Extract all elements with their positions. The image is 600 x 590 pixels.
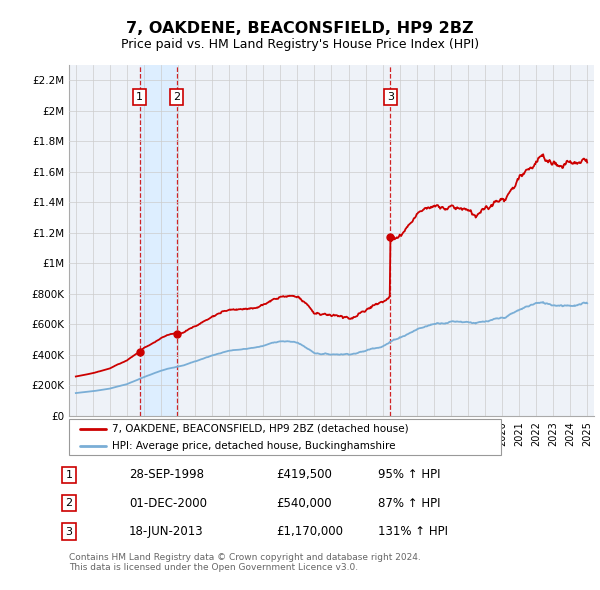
Text: Price paid vs. HM Land Registry's House Price Index (HPI): Price paid vs. HM Land Registry's House … <box>121 38 479 51</box>
HPI: Average price, detached house, Buckinghamshire: (2e+03, 3.42e+05): Average price, detached house, Buckingha… <box>184 360 191 367</box>
Line: HPI: Average price, detached house, Buckinghamshire: HPI: Average price, detached house, Buck… <box>76 302 587 393</box>
HPI: Average price, detached house, Buckinghamshire: (2.02e+03, 5.89e+05): Average price, detached house, Buckingha… <box>424 323 431 330</box>
Text: 7, OAKDENE, BEACONSFIELD, HP9 2BZ (detached house): 7, OAKDENE, BEACONSFIELD, HP9 2BZ (detac… <box>112 424 409 434</box>
7, OAKDENE, BEACONSFIELD, HP9 2BZ (detached house) <box>206 314 214 322</box>
Text: 7, OAKDENE, BEACONSFIELD, HP9 2BZ: 7, OAKDENE, BEACONSFIELD, HP9 2BZ <box>126 21 474 35</box>
FancyBboxPatch shape <box>69 419 501 455</box>
Text: 28-SEP-1998: 28-SEP-1998 <box>129 468 204 481</box>
7, OAKDENE, BEACONSFIELD, HP9 2BZ (detached house) <box>373 301 380 308</box>
Text: 01-DEC-2000: 01-DEC-2000 <box>129 497 207 510</box>
7, OAKDENE, BEACONSFIELD, HP9 2BZ (detached house) <box>537 153 544 160</box>
HPI: Average price, detached house, Buckinghamshire: (2.01e+03, 4.45e+05): Average price, detached house, Buckingha… <box>373 345 380 352</box>
Bar <box>140 65 177 416</box>
Text: 2: 2 <box>65 499 73 508</box>
7, OAKDENE, BEACONSFIELD, HP9 2BZ (detached house) <box>72 373 79 380</box>
HPI: Average price, detached house, Buckinghamshire: (2.02e+03, 7.38e+05): Average price, detached house, Buckingha… <box>584 300 591 307</box>
Text: 131% ↑ HPI: 131% ↑ HPI <box>378 525 448 538</box>
Text: 3: 3 <box>387 92 394 102</box>
7, OAKDENE, BEACONSFIELD, HP9 2BZ (detached house) <box>539 150 547 158</box>
HPI: Average price, detached house, Buckinghamshire: (2.02e+03, 7.43e+05): Average price, detached house, Buckingha… <box>537 299 544 306</box>
Text: £419,500: £419,500 <box>276 468 332 481</box>
Text: 18-JUN-2013: 18-JUN-2013 <box>129 525 203 538</box>
Text: This data is licensed under the Open Government Licence v3.0.: This data is licensed under the Open Gov… <box>69 563 358 572</box>
HPI: Average price, detached house, Buckinghamshire: (2e+03, 1.5e+05): Average price, detached house, Buckingha… <box>72 389 79 396</box>
Text: 1: 1 <box>65 470 73 480</box>
Text: Contains HM Land Registry data © Crown copyright and database right 2024.: Contains HM Land Registry data © Crown c… <box>69 553 421 562</box>
Line: 7, OAKDENE, BEACONSFIELD, HP9 2BZ (detached house): 7, OAKDENE, BEACONSFIELD, HP9 2BZ (detac… <box>76 154 587 376</box>
Text: £540,000: £540,000 <box>276 497 332 510</box>
7, OAKDENE, BEACONSFIELD, HP9 2BZ (detached house) <box>184 326 191 333</box>
7, OAKDENE, BEACONSFIELD, HP9 2BZ (detached house) <box>584 159 591 166</box>
HPI: Average price, detached house, Buckinghamshire: (2e+03, 3.92e+05): Average price, detached house, Buckingha… <box>206 353 214 360</box>
Text: 1: 1 <box>136 92 143 102</box>
Text: 95% ↑ HPI: 95% ↑ HPI <box>378 468 440 481</box>
Text: 3: 3 <box>65 527 73 536</box>
HPI: Average price, detached house, Buckinghamshire: (2.01e+03, 4.07e+05): Average price, detached house, Buckingha… <box>323 350 331 358</box>
Text: HPI: Average price, detached house, Buckinghamshire: HPI: Average price, detached house, Buck… <box>112 441 396 451</box>
HPI: Average price, detached house, Buckinghamshire: (2.02e+03, 7.46e+05): Average price, detached house, Buckingha… <box>539 299 547 306</box>
Text: £1,170,000: £1,170,000 <box>276 525 343 538</box>
7, OAKDENE, BEACONSFIELD, HP9 2BZ (detached house) <box>424 204 431 211</box>
7, OAKDENE, BEACONSFIELD, HP9 2BZ (detached house) <box>323 312 331 319</box>
Text: 87% ↑ HPI: 87% ↑ HPI <box>378 497 440 510</box>
Text: 2: 2 <box>173 92 180 102</box>
